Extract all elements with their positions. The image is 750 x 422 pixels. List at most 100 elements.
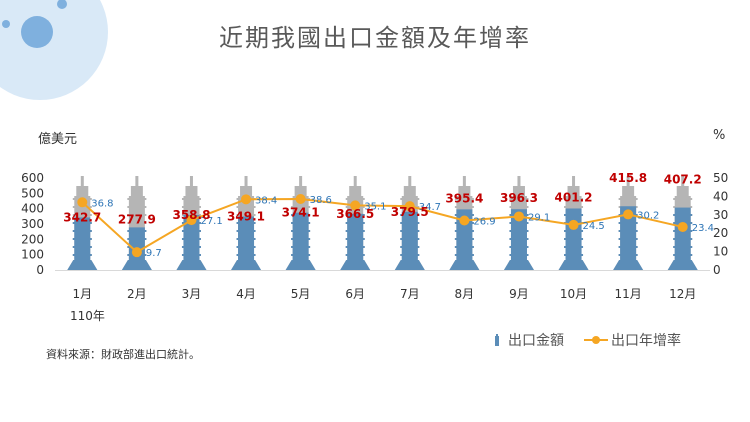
bar-bg-5-spire	[299, 176, 303, 186]
bar-bg-2-ridge	[127, 206, 147, 208]
bar-bg-11-spire	[626, 176, 630, 186]
bar-bg-10-upper	[567, 186, 580, 196]
bar-bg-5-ridge	[291, 206, 311, 208]
bar-fill-base	[67, 260, 98, 270]
export-amount-data-label: 374.1	[282, 206, 320, 220]
bar-fill-ridge	[236, 230, 256, 232]
export-amount-data-label: 407.2	[664, 173, 702, 187]
bar-bg-6-ridge	[345, 198, 365, 200]
bar-fill-ridge	[618, 254, 638, 256]
growth-rate-point	[459, 215, 470, 226]
bar-fill-ridge	[127, 238, 147, 240]
x-tick-label: 6月	[345, 287, 365, 301]
bar-fill-ridge	[291, 214, 311, 216]
right-axis-tick-label: 10	[713, 245, 728, 259]
bar-bg-8-upper	[458, 186, 471, 196]
bar-fill-ridge	[618, 222, 638, 224]
bar-bg-7-spire	[408, 176, 412, 186]
legend-item-export-amount: 出口金額	[490, 330, 564, 350]
left-axis-tick-label: 300	[21, 217, 44, 231]
right-axis-tick-label: 40	[713, 189, 728, 203]
bar-fill-base	[340, 260, 371, 270]
bar-fill-ridge	[564, 254, 584, 256]
left-axis-tick-label: 100	[21, 248, 44, 262]
bar-fill-ridge	[509, 238, 529, 240]
bar-fill	[401, 211, 418, 260]
bar-bg-6-upper	[349, 186, 362, 196]
growth-rate-data-label: 35.1	[364, 201, 386, 212]
bar-fill-ridge	[618, 238, 638, 240]
bar-fill-ridge	[673, 214, 693, 216]
line-marker-icon	[584, 336, 608, 344]
bar-bg-4-ridge	[236, 206, 256, 208]
bar-fill-ridge	[291, 246, 311, 248]
x-tick-label: 1月	[72, 287, 92, 301]
bar-fill-ridge	[509, 254, 529, 256]
bar-fill	[565, 208, 582, 260]
year-label: 110年	[70, 309, 105, 323]
bar-bg-12-upper	[676, 186, 689, 196]
bar-bg-12-ridge	[673, 198, 693, 200]
bar-bg-10-ridge	[564, 198, 584, 200]
bar-fill	[183, 214, 200, 260]
bar-bg-8-ridge	[454, 206, 474, 208]
growth-rate-point	[404, 201, 415, 212]
right-axis-tick-label: 50	[713, 171, 728, 185]
bar-fill-ridge	[181, 254, 201, 256]
bar-fill-base	[613, 260, 644, 270]
bar-fill-base	[394, 260, 425, 270]
right-axis-tick-label: 30	[713, 208, 728, 222]
growth-rate-data-label: 34.7	[419, 202, 441, 213]
bar-bg-3-ridge	[181, 206, 201, 208]
bar-bg-2-ridge	[127, 198, 147, 200]
growth-rate-point	[677, 221, 688, 232]
right-axis-tick-label: 0	[713, 263, 721, 277]
left-axis-unit: 億美元	[38, 132, 78, 147]
bar-bg-4-ridge	[236, 214, 256, 216]
export-amount-data-label: 395.4	[445, 191, 483, 205]
bar-fill-ridge	[618, 230, 638, 232]
bar-fill-ridge	[509, 246, 529, 248]
growth-rate-point	[131, 247, 142, 258]
bar-fill-ridge	[236, 246, 256, 248]
bar-bg-1-spire	[80, 176, 84, 186]
growth-rate-data-label: 38.6	[310, 195, 332, 206]
growth-rate-point	[241, 194, 252, 205]
right-axis-unit: %	[713, 128, 726, 143]
export-amount-data-label: 379.5	[391, 205, 429, 219]
bar-bg-8-ridge	[454, 198, 474, 200]
growth-rate-data-label: 26.9	[473, 217, 495, 228]
bar-bg-4-spire	[244, 176, 248, 186]
bar-fill-ridge	[127, 230, 147, 232]
growth-rate-data-label: 27.1	[200, 216, 222, 227]
decorative-dot	[57, 0, 67, 9]
bar-fill-base	[176, 260, 207, 270]
growth-rate-data-label: 36.8	[91, 198, 113, 209]
bar-fill-base	[503, 260, 534, 270]
bar-fill-ridge	[236, 254, 256, 256]
source-note: 資料來源：財政部進出口統計。	[46, 348, 200, 361]
legend-item-growth-rate: 出口年增率	[583, 330, 681, 350]
bar-fill-ridge	[509, 230, 529, 232]
bar-bg-7-ridge	[400, 198, 420, 200]
bar-fill-ridge	[291, 230, 311, 232]
bar-bg-2-ridge	[127, 222, 147, 224]
export-amount-data-label: 277.9	[118, 212, 156, 226]
bar-fill-ridge	[72, 254, 92, 256]
growth-rate-data-label: 9.7	[146, 248, 162, 259]
bar-bg-9-upper	[512, 186, 525, 196]
x-tick-label: 8月	[455, 287, 475, 301]
bar-fill-ridge	[345, 238, 365, 240]
growth-rate-point	[295, 193, 306, 204]
bar-fill-base	[121, 260, 152, 270]
growth-rate-data-label: 29.1	[528, 212, 550, 223]
growth-rate-data-label: 38.4	[255, 195, 277, 206]
bar-fill-ridge	[127, 246, 147, 248]
bar-bg-10-spire	[572, 176, 576, 186]
bar-fill-ridge	[345, 254, 365, 256]
bar-fill-ridge	[454, 246, 474, 248]
bar-bg-9-ridge	[509, 206, 529, 208]
growth-rate-point	[568, 219, 579, 230]
bar-fill-ridge	[291, 238, 311, 240]
